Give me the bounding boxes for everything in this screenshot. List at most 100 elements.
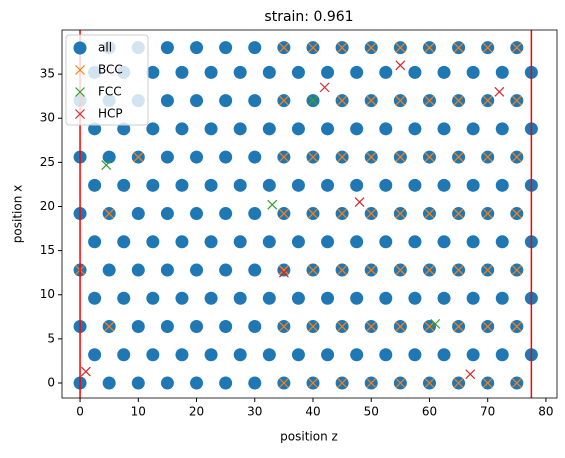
point [350, 122, 364, 136]
point [146, 348, 160, 362]
point [424, 208, 435, 219]
point [160, 150, 174, 164]
point [319, 82, 330, 93]
point [102, 376, 116, 390]
point [366, 321, 377, 332]
point [350, 291, 364, 305]
point [424, 152, 435, 163]
legend-label: BCC [98, 63, 123, 77]
point [160, 94, 174, 108]
point [424, 95, 435, 106]
point [308, 378, 318, 388]
point [511, 42, 522, 53]
point [160, 263, 174, 277]
point [408, 178, 422, 192]
point [379, 178, 393, 192]
point [366, 378, 377, 388]
point [366, 265, 377, 275]
point [482, 265, 493, 275]
point [437, 65, 451, 79]
point [308, 321, 318, 332]
point [495, 291, 509, 305]
point [219, 207, 233, 221]
point [321, 348, 335, 362]
point [424, 321, 435, 332]
point [146, 291, 160, 305]
point [337, 208, 348, 219]
point [102, 263, 116, 277]
point [278, 152, 289, 163]
point [131, 207, 145, 221]
point [395, 95, 406, 106]
point [308, 208, 318, 219]
point [494, 86, 505, 97]
point [453, 152, 464, 163]
x-tick-label: 80 [538, 405, 553, 419]
point [321, 178, 335, 192]
legend-label: HCP [98, 107, 123, 121]
point [267, 199, 278, 210]
point [219, 263, 233, 277]
point [437, 122, 451, 136]
point [248, 376, 262, 390]
point [190, 94, 204, 108]
point [104, 208, 115, 219]
point [131, 376, 145, 390]
x-tick-label: 0 [76, 405, 84, 419]
point [379, 348, 393, 362]
point [117, 235, 131, 249]
point [453, 42, 464, 53]
x-tick-label: 40 [305, 405, 320, 419]
point [308, 42, 318, 53]
point [262, 291, 276, 305]
legend-label: all [98, 41, 112, 55]
point [104, 321, 115, 332]
point [511, 152, 522, 163]
point [395, 265, 406, 275]
y-tick-label: 25 [40, 155, 55, 169]
point [88, 178, 102, 192]
point [102, 150, 116, 164]
point [337, 95, 348, 106]
point [321, 235, 335, 249]
point [395, 60, 406, 71]
point [204, 178, 218, 192]
point [424, 378, 435, 388]
point [278, 267, 289, 278]
point [204, 235, 218, 249]
point [337, 321, 348, 332]
point [88, 235, 102, 249]
point [248, 207, 262, 221]
point [408, 291, 422, 305]
point [321, 65, 335, 79]
point [233, 65, 247, 79]
point [262, 65, 276, 79]
point [482, 208, 493, 219]
point [495, 348, 509, 362]
point [133, 152, 144, 163]
point [88, 291, 102, 305]
point [278, 265, 289, 275]
point [482, 321, 493, 332]
point [204, 65, 218, 79]
point [291, 235, 305, 249]
legend-box [65, 34, 149, 126]
point [248, 41, 262, 55]
point [511, 265, 522, 275]
point [308, 265, 318, 275]
point [395, 152, 406, 163]
y-tick-label: 30 [40, 111, 55, 125]
point [190, 263, 204, 277]
x-tick-label: 70 [480, 405, 495, 419]
legend-marker [75, 65, 85, 75]
point [379, 65, 393, 79]
point [511, 95, 522, 106]
point [291, 178, 305, 192]
point [395, 321, 406, 332]
point [337, 42, 348, 53]
point [262, 235, 276, 249]
point [88, 122, 102, 136]
point [248, 150, 262, 164]
point [321, 122, 335, 136]
